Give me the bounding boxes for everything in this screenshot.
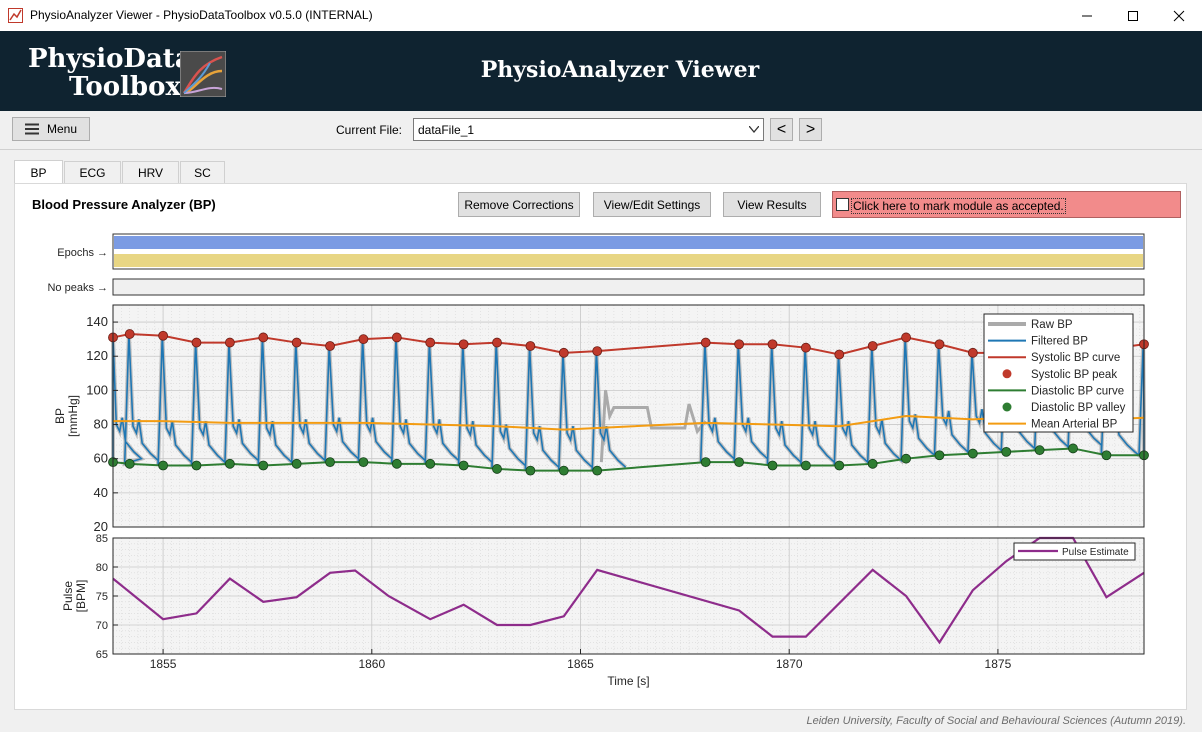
close-button[interactable]: [1156, 0, 1202, 31]
minimize-button[interactable]: [1064, 0, 1110, 31]
current-file-value: dataFile_1: [418, 123, 475, 137]
app-icon: [8, 8, 23, 23]
footer-credit: Leiden University, Faculty of Social and…: [806, 715, 1187, 727]
next-icon: >: [805, 120, 816, 138]
next-file-button[interactable]: >: [799, 118, 822, 141]
hamburger-icon: [24, 123, 39, 135]
logo-line1: PhysioData: [28, 44, 192, 74]
logo-line2: Toolbox: [69, 72, 181, 102]
minimize-icon: [1082, 15, 1092, 16]
menu-label: Menu: [46, 122, 78, 136]
maximize-icon: [1128, 10, 1138, 21]
accept-checkbox[interactable]: [836, 198, 849, 211]
app-title: PhysioAnalyzer Viewer: [480, 57, 760, 83]
current-file-label: Current File:: [336, 123, 403, 137]
menu-button[interactable]: Menu: [12, 117, 90, 141]
previous-icon: <: [776, 120, 787, 138]
chevron-down-icon: [749, 126, 759, 133]
logo-chart-icon: [180, 51, 226, 97]
current-file-select[interactable]: dataFile_1: [413, 118, 764, 141]
remove-corrections-button[interactable]: Remove Corrections: [458, 192, 580, 217]
accept-label: Click here to mark module as accepted.: [851, 198, 1066, 214]
accept-module-box[interactable]: Click here to mark module as accepted.: [832, 191, 1181, 218]
tab-bp[interactable]: BP: [14, 160, 63, 184]
app-header: PhysioData Toolbox PhysioAnalyzer Viewer: [0, 31, 1202, 111]
tab-ecg[interactable]: ECG: [64, 161, 121, 183]
view-edit-settings-button[interactable]: View/Edit Settings: [593, 192, 711, 217]
panel-title: Blood Pressure Analyzer (BP): [32, 197, 216, 212]
window-title: PhysioAnalyzer Viewer - PhysioDataToolbo…: [30, 8, 373, 22]
bp-panel: [14, 183, 1187, 710]
close-icon: [1173, 10, 1185, 21]
window-titlebar: PhysioAnalyzer Viewer - PhysioDataToolbo…: [0, 0, 1202, 32]
tab-sc[interactable]: SC: [180, 161, 225, 183]
maximize-button[interactable]: [1110, 0, 1156, 31]
previous-file-button[interactable]: <: [770, 118, 793, 141]
tab-hrv[interactable]: HRV: [122, 161, 179, 183]
view-results-button[interactable]: View Results: [723, 192, 821, 217]
